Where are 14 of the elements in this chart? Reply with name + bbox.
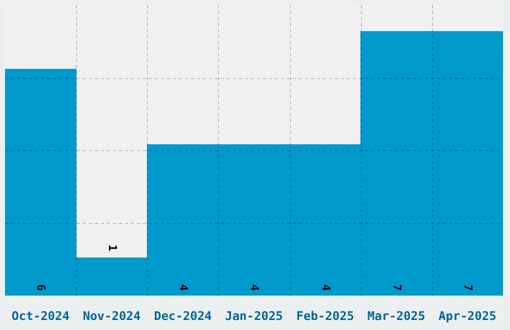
x-tick-label: Nov-2024 — [82, 308, 141, 323]
data-label: 4 — [248, 284, 262, 292]
data-label: 6 — [34, 284, 48, 292]
data-label: 4 — [319, 284, 332, 292]
x-tick-label: Mar-2025 — [367, 308, 426, 323]
x-tick-label: Dec-2024 — [154, 308, 212, 323]
data-label: 4 — [177, 284, 190, 292]
data-label: 7 — [390, 284, 404, 291]
x-tick-label: Jan-2025 — [225, 308, 283, 323]
x-tick-label: Feb-2025 — [296, 308, 354, 323]
x-tick-label: Apr-2025 — [438, 308, 496, 323]
data-label: 1 — [106, 244, 119, 252]
data-label: 7 — [462, 284, 475, 291]
x-tick-label: Oct-2024 — [12, 308, 70, 323]
